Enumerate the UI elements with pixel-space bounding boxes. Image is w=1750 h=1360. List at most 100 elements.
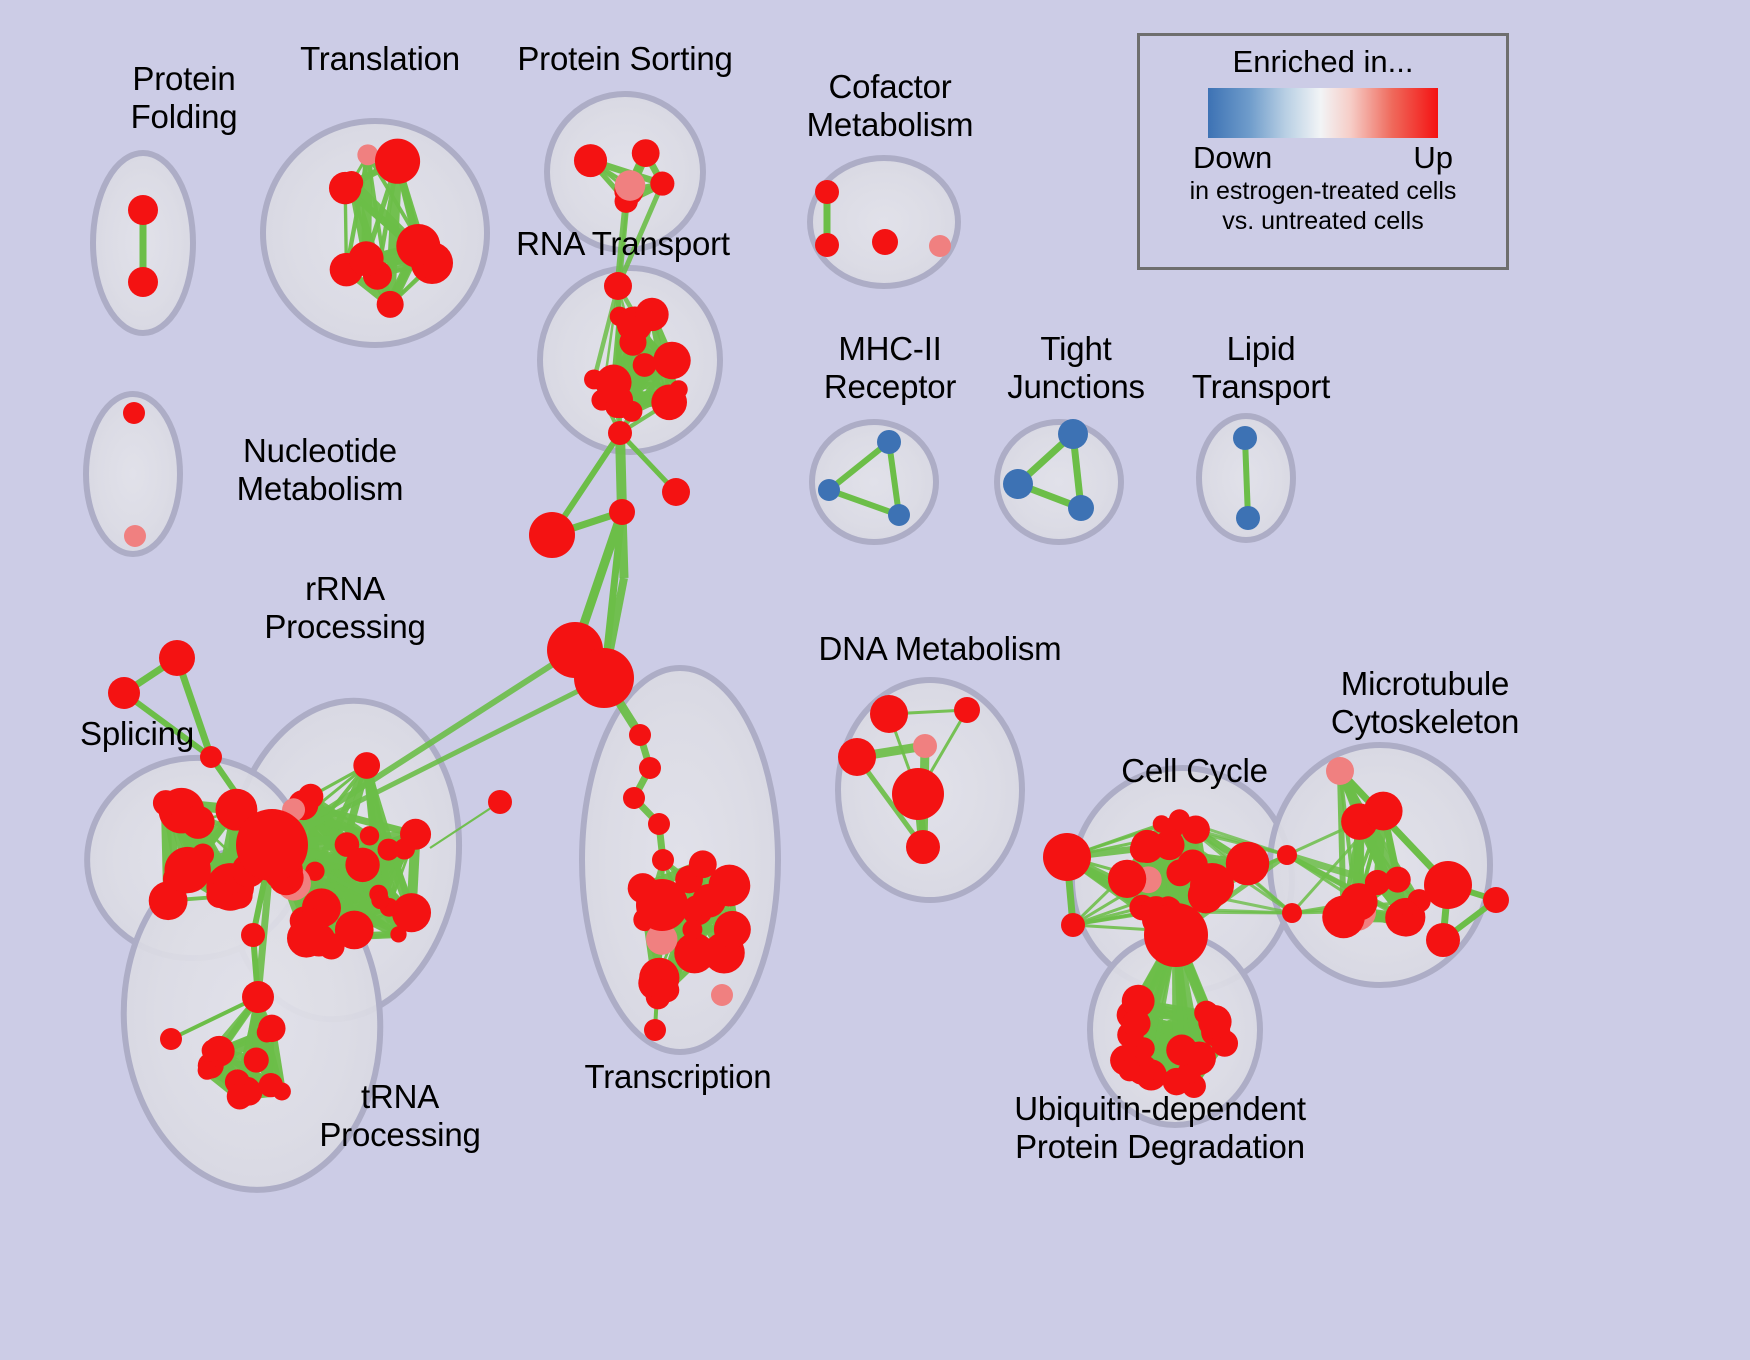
legend-title: Enriched in...: [1232, 44, 1414, 79]
network-node: [929, 235, 951, 257]
network-node: [606, 386, 634, 413]
network-node: [258, 1014, 286, 1043]
network-node: [573, 144, 608, 178]
network-node: [623, 787, 645, 809]
network-node: [305, 861, 325, 881]
network-edge: [1242, 437, 1251, 519]
network-node: [371, 891, 390, 910]
network-edge: [429, 801, 501, 849]
network-node: [197, 1061, 217, 1080]
network-node: [160, 1028, 182, 1050]
network-node: [299, 908, 323, 932]
network-node: [391, 893, 432, 933]
network-node: [377, 838, 400, 861]
legend-down-label: Down: [1193, 140, 1273, 175]
network-node: [1322, 895, 1365, 939]
network-edge: [606, 577, 628, 651]
legend-up-label: Up: [1413, 140, 1453, 175]
cluster-label-dna-metabolism: DNA Metabolism: [818, 630, 1062, 667]
network-node: [872, 229, 898, 255]
network-node: [1424, 861, 1472, 909]
cluster-label-ubiquitin-protein-degradation: Ubiquitin-dependent Protein Degradation: [1014, 1090, 1306, 1165]
network-node: [1152, 815, 1171, 833]
network-node: [650, 171, 675, 196]
network-node: [608, 421, 632, 445]
network-node: [1282, 903, 1302, 923]
cluster-label-splicing: Splicing: [80, 715, 194, 752]
network-node: [913, 734, 937, 758]
network-node: [164, 846, 211, 894]
legend-box: Enriched in... Down Up in estrogen-treat…: [1137, 33, 1509, 270]
network-node: [243, 1047, 269, 1073]
network-edge: [591, 285, 621, 380]
cluster-label-microtubule-cytoskeleton: Microtubule Cytoskeleton: [1330, 665, 1520, 740]
network-edge: [1285, 852, 1405, 920]
network-node: [1068, 495, 1094, 521]
cluster-label-cofactor-metabolism: Cofactor Metabolism: [806, 68, 974, 143]
network-node: [152, 790, 179, 816]
cluster-label-rna-transport: RNA Transport: [516, 225, 730, 262]
network-node: [201, 1039, 224, 1062]
network-node: [662, 478, 690, 506]
network-node: [870, 695, 908, 733]
network-edge: [122, 690, 213, 760]
network-node: [236, 809, 308, 881]
network-node: [1003, 469, 1033, 499]
network-node: [1326, 757, 1354, 785]
network-node: [1236, 506, 1260, 530]
network-node: [1384, 866, 1411, 893]
cluster-label-translation: Translation: [300, 40, 460, 77]
network-node: [390, 926, 407, 943]
legend-endpoints: Down Up: [1193, 140, 1453, 176]
network-node: [1181, 815, 1210, 844]
network-node: [1043, 833, 1091, 881]
network-node: [818, 479, 840, 501]
network-node: [128, 267, 158, 297]
network-node: [838, 738, 876, 776]
network-node: [226, 1083, 253, 1110]
network-node: [631, 139, 660, 168]
network-node: [815, 180, 839, 204]
network-edge: [385, 160, 403, 305]
network-node: [376, 290, 404, 318]
network-node: [241, 923, 265, 947]
network-node: [708, 864, 751, 907]
network-node: [108, 677, 140, 709]
network-node: [877, 430, 901, 454]
network-node: [954, 697, 980, 723]
network-node: [345, 847, 380, 883]
network-edge: [827, 487, 901, 518]
cluster-label-trna-processing: tRNA Processing: [319, 1078, 481, 1153]
cluster-ellipse-transcription: [579, 665, 781, 1055]
network-node: [604, 272, 632, 300]
network-node: [128, 195, 158, 225]
network-node: [1364, 869, 1391, 896]
network-node: [1118, 1059, 1141, 1082]
network-edge: [1337, 768, 1451, 888]
network-node: [242, 981, 274, 1013]
network-node: [1190, 863, 1234, 907]
cluster-label-tight-junctions: Tight Junctions: [1007, 330, 1145, 405]
network-node: [639, 757, 661, 779]
network-node: [629, 724, 651, 746]
network-node: [688, 850, 717, 879]
network-node: [635, 297, 669, 332]
network-node: [651, 384, 687, 421]
network-node: [674, 932, 715, 974]
node-layer: [108, 138, 1509, 1110]
network-node: [815, 233, 839, 257]
network-node: [1122, 1009, 1151, 1038]
network-edge: [270, 675, 606, 848]
network-node: [1198, 1005, 1232, 1039]
network-node: [1277, 845, 1297, 865]
network-node: [200, 746, 222, 768]
network-edge: [886, 441, 902, 516]
network-node: [658, 349, 677, 368]
network-node: [1166, 1034, 1198, 1066]
legend-subtitle-line2: vs. untreated cells: [1222, 207, 1424, 235]
network-node: [1426, 923, 1460, 957]
network-node: [1397, 912, 1418, 934]
network-edge: [170, 995, 259, 1041]
